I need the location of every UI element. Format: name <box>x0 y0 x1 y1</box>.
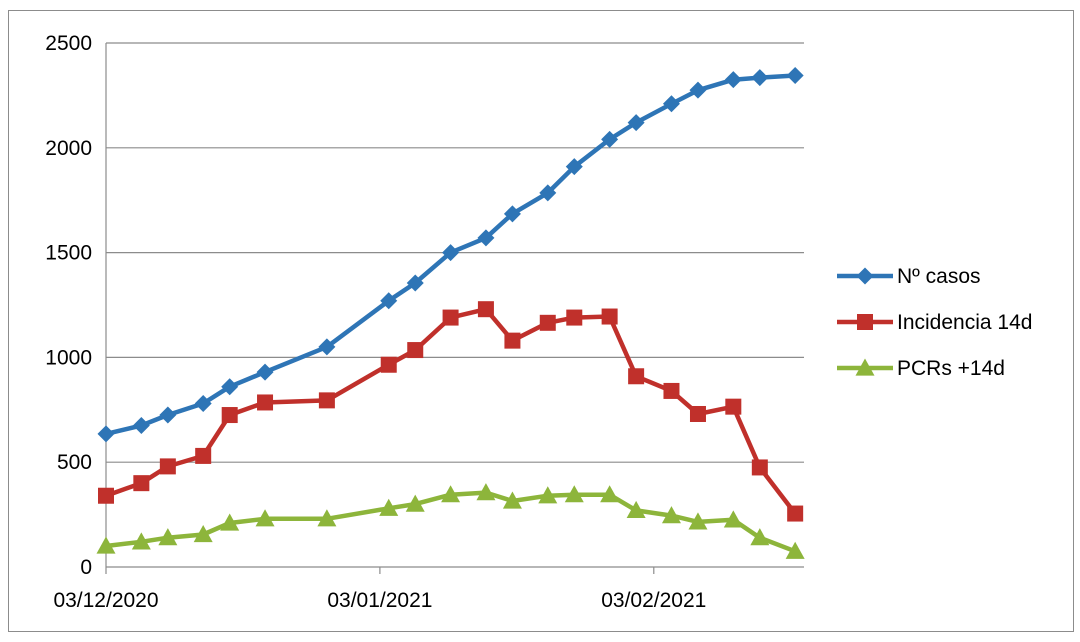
data-point <box>724 71 742 89</box>
data-point <box>688 512 708 530</box>
data-point <box>689 405 706 422</box>
data-point <box>477 301 494 318</box>
legend-label: Incidencia 14d <box>897 311 1032 334</box>
data-point <box>195 447 212 464</box>
data-point <box>257 394 274 411</box>
data-point <box>504 332 521 349</box>
data-point <box>751 459 768 476</box>
data-point <box>380 356 397 373</box>
data-point <box>221 378 239 396</box>
data-point <box>133 475 150 492</box>
data-point <box>317 509 337 527</box>
x-tick-label: 03/01/2021 <box>327 589 432 612</box>
data-point <box>98 487 114 504</box>
data-point <box>785 541 805 559</box>
x-tick-label: 03/12/2020 <box>53 589 158 612</box>
y-tick-label: 2000 <box>45 137 92 160</box>
legend-marker <box>855 358 875 376</box>
data-point <box>380 292 398 310</box>
data-point <box>132 417 150 435</box>
data-point <box>626 500 646 519</box>
y-tick-label: 1000 <box>45 346 92 369</box>
data-point <box>318 338 336 356</box>
data-point <box>441 485 461 503</box>
legend-marker <box>856 267 874 285</box>
data-point <box>256 363 274 381</box>
data-point <box>564 485 584 503</box>
line-chart: 0 500 1000 1500 2000 2500 03/12/2020 03/01/2021… <box>45 32 1032 612</box>
data-point <box>565 158 583 176</box>
data-point <box>407 342 424 359</box>
chart-frame: 0 500 1000 1500 2000 2500 03/12/2020 03/01/2021… <box>8 10 1074 632</box>
data-point <box>255 509 275 527</box>
legend-marker <box>857 314 873 330</box>
data-point <box>193 525 213 543</box>
data-point <box>194 395 212 413</box>
y-tick-label: 0 <box>80 556 92 579</box>
data-point <box>96 536 116 554</box>
data-point <box>787 505 804 522</box>
y-tick-label: 2500 <box>45 32 92 55</box>
data-point <box>663 382 680 399</box>
data-point <box>750 528 770 546</box>
data-point <box>159 458 176 475</box>
data-point <box>725 398 742 415</box>
legend-label: PCRs +14d <box>897 357 1005 380</box>
data-point <box>97 425 115 443</box>
data-point <box>600 485 620 503</box>
y-tick-label: 1500 <box>45 242 92 265</box>
data-point <box>689 81 707 99</box>
data-point <box>220 513 240 531</box>
data-point <box>476 483 496 501</box>
data-point <box>477 229 495 247</box>
data-point <box>662 95 680 113</box>
data-point <box>503 205 521 223</box>
data-point <box>221 407 238 424</box>
y-tick-label: 500 <box>57 451 92 474</box>
data-point <box>159 406 177 424</box>
data-point <box>442 309 459 326</box>
data-point <box>379 498 399 516</box>
data-point <box>566 309 583 326</box>
data-point <box>601 308 618 325</box>
data-point <box>318 392 335 409</box>
data-point <box>405 494 425 512</box>
data-point <box>502 491 522 509</box>
data-point <box>538 486 558 504</box>
data-point <box>723 510 743 528</box>
data-point <box>539 184 557 202</box>
legend-label: Nº casos <box>897 265 981 288</box>
data-point <box>661 506 681 524</box>
data-point <box>131 532 151 550</box>
data-point <box>158 528 178 546</box>
data-point <box>442 244 460 262</box>
data-point <box>786 66 804 84</box>
data-point <box>406 274 424 292</box>
data-point <box>601 130 619 148</box>
data-point <box>628 368 645 385</box>
x-tick-label: 03/02/2021 <box>601 589 706 612</box>
data-point <box>751 69 769 87</box>
data-point <box>627 114 645 132</box>
data-point <box>539 314 556 331</box>
